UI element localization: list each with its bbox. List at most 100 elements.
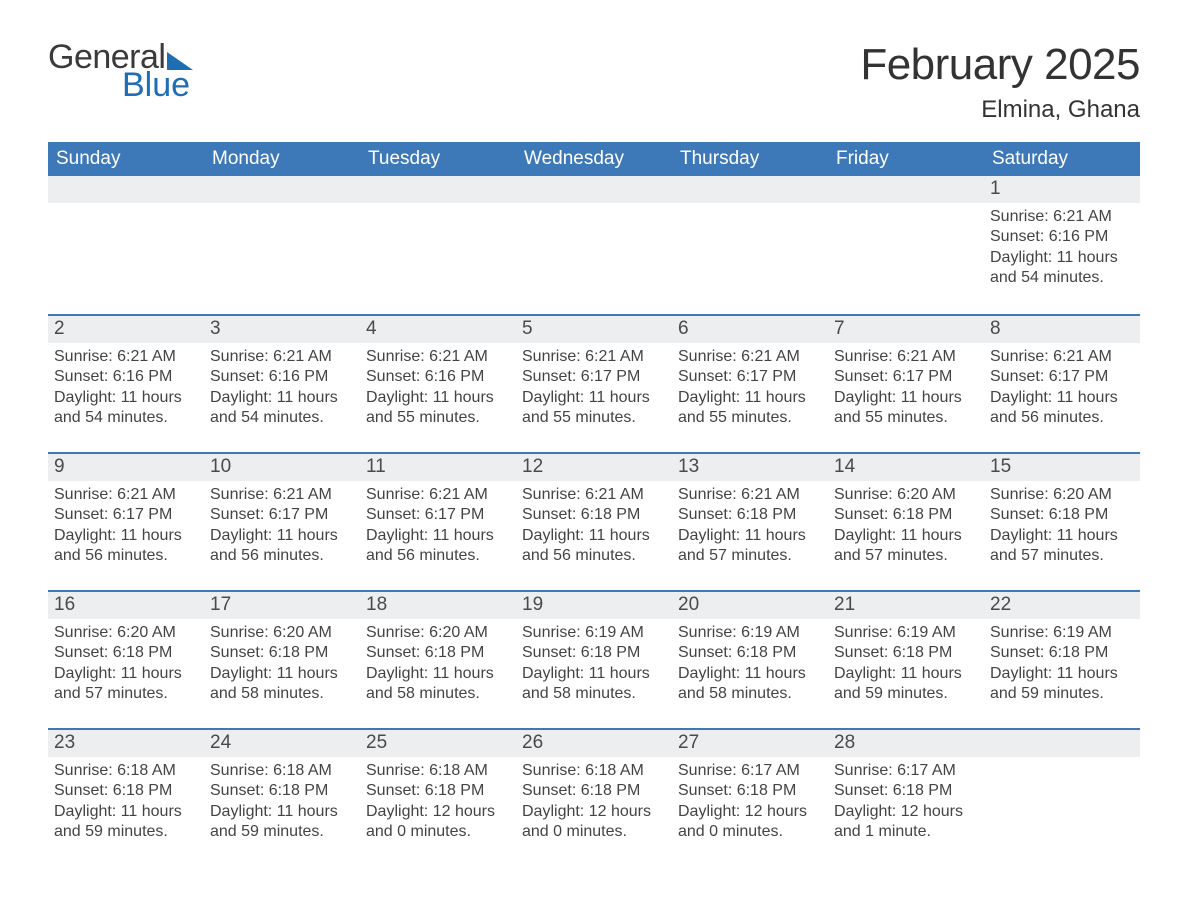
calendar-cell: 21Sunrise: 6:19 AMSunset: 6:18 PMDayligh… [828, 590, 984, 728]
day-number: 24 [204, 728, 360, 757]
day-details: Sunrise: 6:21 AMSunset: 6:17 PMDaylight:… [672, 343, 828, 431]
day-details: Sunrise: 6:19 AMSunset: 6:18 PMDaylight:… [984, 619, 1140, 707]
day-number [360, 176, 516, 203]
calendar-cell: 8Sunrise: 6:21 AMSunset: 6:17 PMDaylight… [984, 314, 1140, 452]
calendar-table: SundayMondayTuesdayWednesdayThursdayFrid… [48, 142, 1140, 866]
calendar-cell: 16Sunrise: 6:20 AMSunset: 6:18 PMDayligh… [48, 590, 204, 728]
day-details: Sunrise: 6:21 AMSunset: 6:17 PMDaylight:… [984, 343, 1140, 431]
day-header: Friday [828, 142, 984, 176]
day-number [828, 176, 984, 203]
day-number [984, 728, 1140, 757]
calendar-cell: 26Sunrise: 6:18 AMSunset: 6:18 PMDayligh… [516, 728, 672, 866]
day-details: Sunrise: 6:17 AMSunset: 6:18 PMDaylight:… [672, 757, 828, 845]
day-number [204, 176, 360, 203]
calendar-cell: 18Sunrise: 6:20 AMSunset: 6:18 PMDayligh… [360, 590, 516, 728]
calendar-cell [204, 176, 360, 314]
logo-text-blue: Blue [122, 68, 193, 102]
day-number: 26 [516, 728, 672, 757]
calendar-cell: 7Sunrise: 6:21 AMSunset: 6:17 PMDaylight… [828, 314, 984, 452]
day-number: 10 [204, 452, 360, 481]
day-details: Sunrise: 6:19 AMSunset: 6:18 PMDaylight:… [516, 619, 672, 707]
calendar-cell: 19Sunrise: 6:19 AMSunset: 6:18 PMDayligh… [516, 590, 672, 728]
day-details: Sunrise: 6:21 AMSunset: 6:17 PMDaylight:… [48, 481, 204, 569]
day-number: 18 [360, 590, 516, 619]
day-details: Sunrise: 6:18 AMSunset: 6:18 PMDaylight:… [204, 757, 360, 845]
calendar-cell: 25Sunrise: 6:18 AMSunset: 6:18 PMDayligh… [360, 728, 516, 866]
day-details: Sunrise: 6:18 AMSunset: 6:18 PMDaylight:… [360, 757, 516, 845]
page-title: February 2025 [860, 40, 1140, 90]
calendar-cell [48, 176, 204, 314]
calendar-cell: 5Sunrise: 6:21 AMSunset: 6:17 PMDaylight… [516, 314, 672, 452]
day-number: 21 [828, 590, 984, 619]
calendar-cell: 4Sunrise: 6:21 AMSunset: 6:16 PMDaylight… [360, 314, 516, 452]
calendar-cell: 12Sunrise: 6:21 AMSunset: 6:18 PMDayligh… [516, 452, 672, 590]
calendar-cell: 13Sunrise: 6:21 AMSunset: 6:18 PMDayligh… [672, 452, 828, 590]
calendar-cell [516, 176, 672, 314]
calendar-cell: 24Sunrise: 6:18 AMSunset: 6:18 PMDayligh… [204, 728, 360, 866]
day-details: Sunrise: 6:20 AMSunset: 6:18 PMDaylight:… [828, 481, 984, 569]
day-number [672, 176, 828, 203]
day-details: Sunrise: 6:17 AMSunset: 6:18 PMDaylight:… [828, 757, 984, 845]
calendar-cell: 3Sunrise: 6:21 AMSunset: 6:16 PMDaylight… [204, 314, 360, 452]
day-details: Sunrise: 6:21 AMSunset: 6:17 PMDaylight:… [360, 481, 516, 569]
day-details: Sunrise: 6:20 AMSunset: 6:18 PMDaylight:… [360, 619, 516, 707]
day-details: Sunrise: 6:21 AMSunset: 6:17 PMDaylight:… [204, 481, 360, 569]
day-number: 5 [516, 314, 672, 343]
day-number: 28 [828, 728, 984, 757]
day-number: 19 [516, 590, 672, 619]
day-number: 16 [48, 590, 204, 619]
calendar-cell: 9Sunrise: 6:21 AMSunset: 6:17 PMDaylight… [48, 452, 204, 590]
location-label: Elmina, Ghana [860, 96, 1140, 124]
day-number: 7 [828, 314, 984, 343]
day-details: Sunrise: 6:18 AMSunset: 6:18 PMDaylight:… [516, 757, 672, 845]
calendar-cell: 20Sunrise: 6:19 AMSunset: 6:18 PMDayligh… [672, 590, 828, 728]
day-header: Monday [204, 142, 360, 176]
day-header: Thursday [672, 142, 828, 176]
day-number [48, 176, 204, 203]
day-details: Sunrise: 6:20 AMSunset: 6:18 PMDaylight:… [204, 619, 360, 707]
day-number: 1 [984, 176, 1140, 203]
day-details: Sunrise: 6:19 AMSunset: 6:18 PMDaylight:… [672, 619, 828, 707]
calendar-cell: 2Sunrise: 6:21 AMSunset: 6:16 PMDaylight… [48, 314, 204, 452]
day-number: 23 [48, 728, 204, 757]
day-number: 14 [828, 452, 984, 481]
day-details: Sunrise: 6:20 AMSunset: 6:18 PMDaylight:… [48, 619, 204, 707]
day-details: Sunrise: 6:21 AMSunset: 6:17 PMDaylight:… [516, 343, 672, 431]
day-header: Saturday [984, 142, 1140, 176]
day-details: Sunrise: 6:19 AMSunset: 6:18 PMDaylight:… [828, 619, 984, 707]
day-number: 15 [984, 452, 1140, 481]
calendar-cell: 10Sunrise: 6:21 AMSunset: 6:17 PMDayligh… [204, 452, 360, 590]
day-number: 13 [672, 452, 828, 481]
day-details: Sunrise: 6:21 AMSunset: 6:18 PMDaylight:… [516, 481, 672, 569]
day-number: 3 [204, 314, 360, 343]
day-header: Wednesday [516, 142, 672, 176]
day-details: Sunrise: 6:21 AMSunset: 6:16 PMDaylight:… [48, 343, 204, 431]
day-number: 4 [360, 314, 516, 343]
day-header: Sunday [48, 142, 204, 176]
day-details: Sunrise: 6:20 AMSunset: 6:18 PMDaylight:… [984, 481, 1140, 569]
calendar-cell: 1Sunrise: 6:21 AMSunset: 6:16 PMDaylight… [984, 176, 1140, 314]
day-details: Sunrise: 6:21 AMSunset: 6:18 PMDaylight:… [672, 481, 828, 569]
day-number: 27 [672, 728, 828, 757]
calendar-cell: 11Sunrise: 6:21 AMSunset: 6:17 PMDayligh… [360, 452, 516, 590]
day-number: 6 [672, 314, 828, 343]
day-details: Sunrise: 6:18 AMSunset: 6:18 PMDaylight:… [48, 757, 204, 845]
calendar-cell: 28Sunrise: 6:17 AMSunset: 6:18 PMDayligh… [828, 728, 984, 866]
calendar-cell: 23Sunrise: 6:18 AMSunset: 6:18 PMDayligh… [48, 728, 204, 866]
calendar-cell: 14Sunrise: 6:20 AMSunset: 6:18 PMDayligh… [828, 452, 984, 590]
calendar-cell: 27Sunrise: 6:17 AMSunset: 6:18 PMDayligh… [672, 728, 828, 866]
day-details: Sunrise: 6:21 AMSunset: 6:17 PMDaylight:… [828, 343, 984, 431]
day-header: Tuesday [360, 142, 516, 176]
day-number: 17 [204, 590, 360, 619]
day-number [516, 176, 672, 203]
calendar-cell: 6Sunrise: 6:21 AMSunset: 6:17 PMDaylight… [672, 314, 828, 452]
calendar-cell [672, 176, 828, 314]
calendar-cell: 15Sunrise: 6:20 AMSunset: 6:18 PMDayligh… [984, 452, 1140, 590]
day-details: Sunrise: 6:21 AMSunset: 6:16 PMDaylight:… [204, 343, 360, 431]
day-number: 8 [984, 314, 1140, 343]
calendar-cell: 17Sunrise: 6:20 AMSunset: 6:18 PMDayligh… [204, 590, 360, 728]
day-number: 11 [360, 452, 516, 481]
day-number: 20 [672, 590, 828, 619]
day-number: 9 [48, 452, 204, 481]
day-details: Sunrise: 6:21 AMSunset: 6:16 PMDaylight:… [360, 343, 516, 431]
